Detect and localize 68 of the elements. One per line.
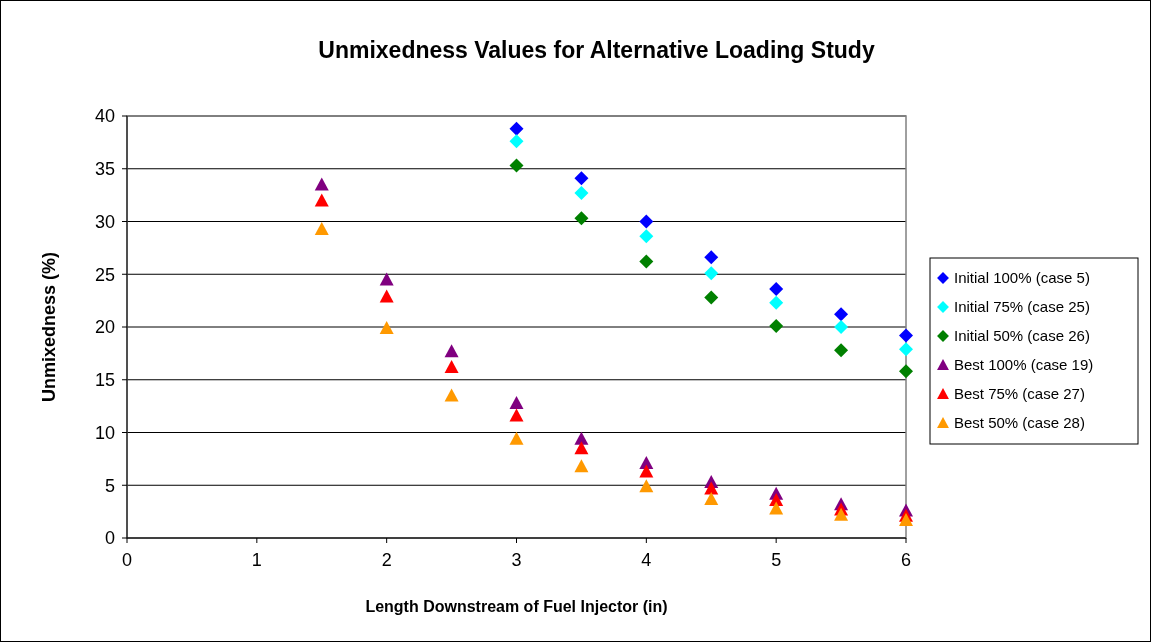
x-tick-label: 5 xyxy=(771,550,782,570)
point xyxy=(704,290,719,305)
point xyxy=(704,250,719,265)
point xyxy=(834,343,849,358)
point xyxy=(574,459,589,473)
point xyxy=(769,501,784,515)
point xyxy=(444,388,459,402)
point xyxy=(509,121,524,136)
legend-label: Best 75% (case 27) xyxy=(954,385,1085,403)
x-tick-label: 4 xyxy=(641,550,652,570)
point xyxy=(704,491,719,505)
point xyxy=(639,229,654,244)
point xyxy=(509,408,524,422)
point xyxy=(704,481,719,495)
point xyxy=(574,186,589,201)
point xyxy=(509,395,524,409)
point xyxy=(639,479,654,493)
point xyxy=(769,295,784,310)
point xyxy=(314,177,329,191)
point xyxy=(574,211,589,226)
point xyxy=(509,158,524,173)
point xyxy=(834,320,849,334)
x-tick-label: 1 xyxy=(251,550,262,570)
x-tick-label: 2 xyxy=(381,550,392,570)
legend-label: Best 50% (case 28) xyxy=(954,414,1085,432)
chart-title: Unmixedness Values for Alternative Loading Study xyxy=(318,37,875,63)
point xyxy=(639,254,654,269)
point xyxy=(899,328,913,343)
y-axis-title: Unmixedness (%) xyxy=(39,251,59,403)
point xyxy=(509,431,524,445)
point xyxy=(769,282,784,297)
point xyxy=(639,214,654,229)
point xyxy=(509,134,524,149)
point xyxy=(444,344,459,358)
legend-label: Best 100% (case 19) xyxy=(954,356,1094,374)
point xyxy=(379,289,394,303)
point xyxy=(379,321,394,335)
point xyxy=(574,171,589,186)
point xyxy=(834,307,849,322)
point xyxy=(899,342,913,357)
y-tick-label: 20 xyxy=(94,317,115,338)
point xyxy=(574,441,589,455)
point xyxy=(314,193,329,207)
y-tick-label: 10 xyxy=(94,422,115,443)
point xyxy=(574,431,589,445)
point xyxy=(314,221,329,235)
y-tick-label: 25 xyxy=(94,264,115,285)
legend-label: Initial 50% (case 26) xyxy=(954,327,1090,345)
x-tick-label: 3 xyxy=(511,550,522,570)
legend-label: Initial 75% (case 25) xyxy=(954,298,1090,316)
y-tick-label: 30 xyxy=(94,211,115,232)
point xyxy=(769,318,784,333)
y-tick-label: 40 xyxy=(94,106,115,127)
point xyxy=(899,364,913,379)
point xyxy=(899,513,913,527)
x-tick-label: 0 xyxy=(121,550,133,570)
point xyxy=(379,272,394,286)
x-axis-title: Length Downstream of Fuel Injector (in) xyxy=(365,598,668,615)
y-tick-label: 35 xyxy=(94,159,115,180)
y-tick-label: 0 xyxy=(104,528,115,549)
point xyxy=(834,507,849,521)
x-tick-label: 6 xyxy=(900,550,912,570)
y-tick-label: 5 xyxy=(104,475,115,496)
point xyxy=(639,464,654,478)
legend-label: Initial 100% (case 5) xyxy=(954,269,1090,287)
point xyxy=(444,360,459,374)
y-tick-label: 15 xyxy=(94,370,115,391)
point xyxy=(704,266,719,281)
